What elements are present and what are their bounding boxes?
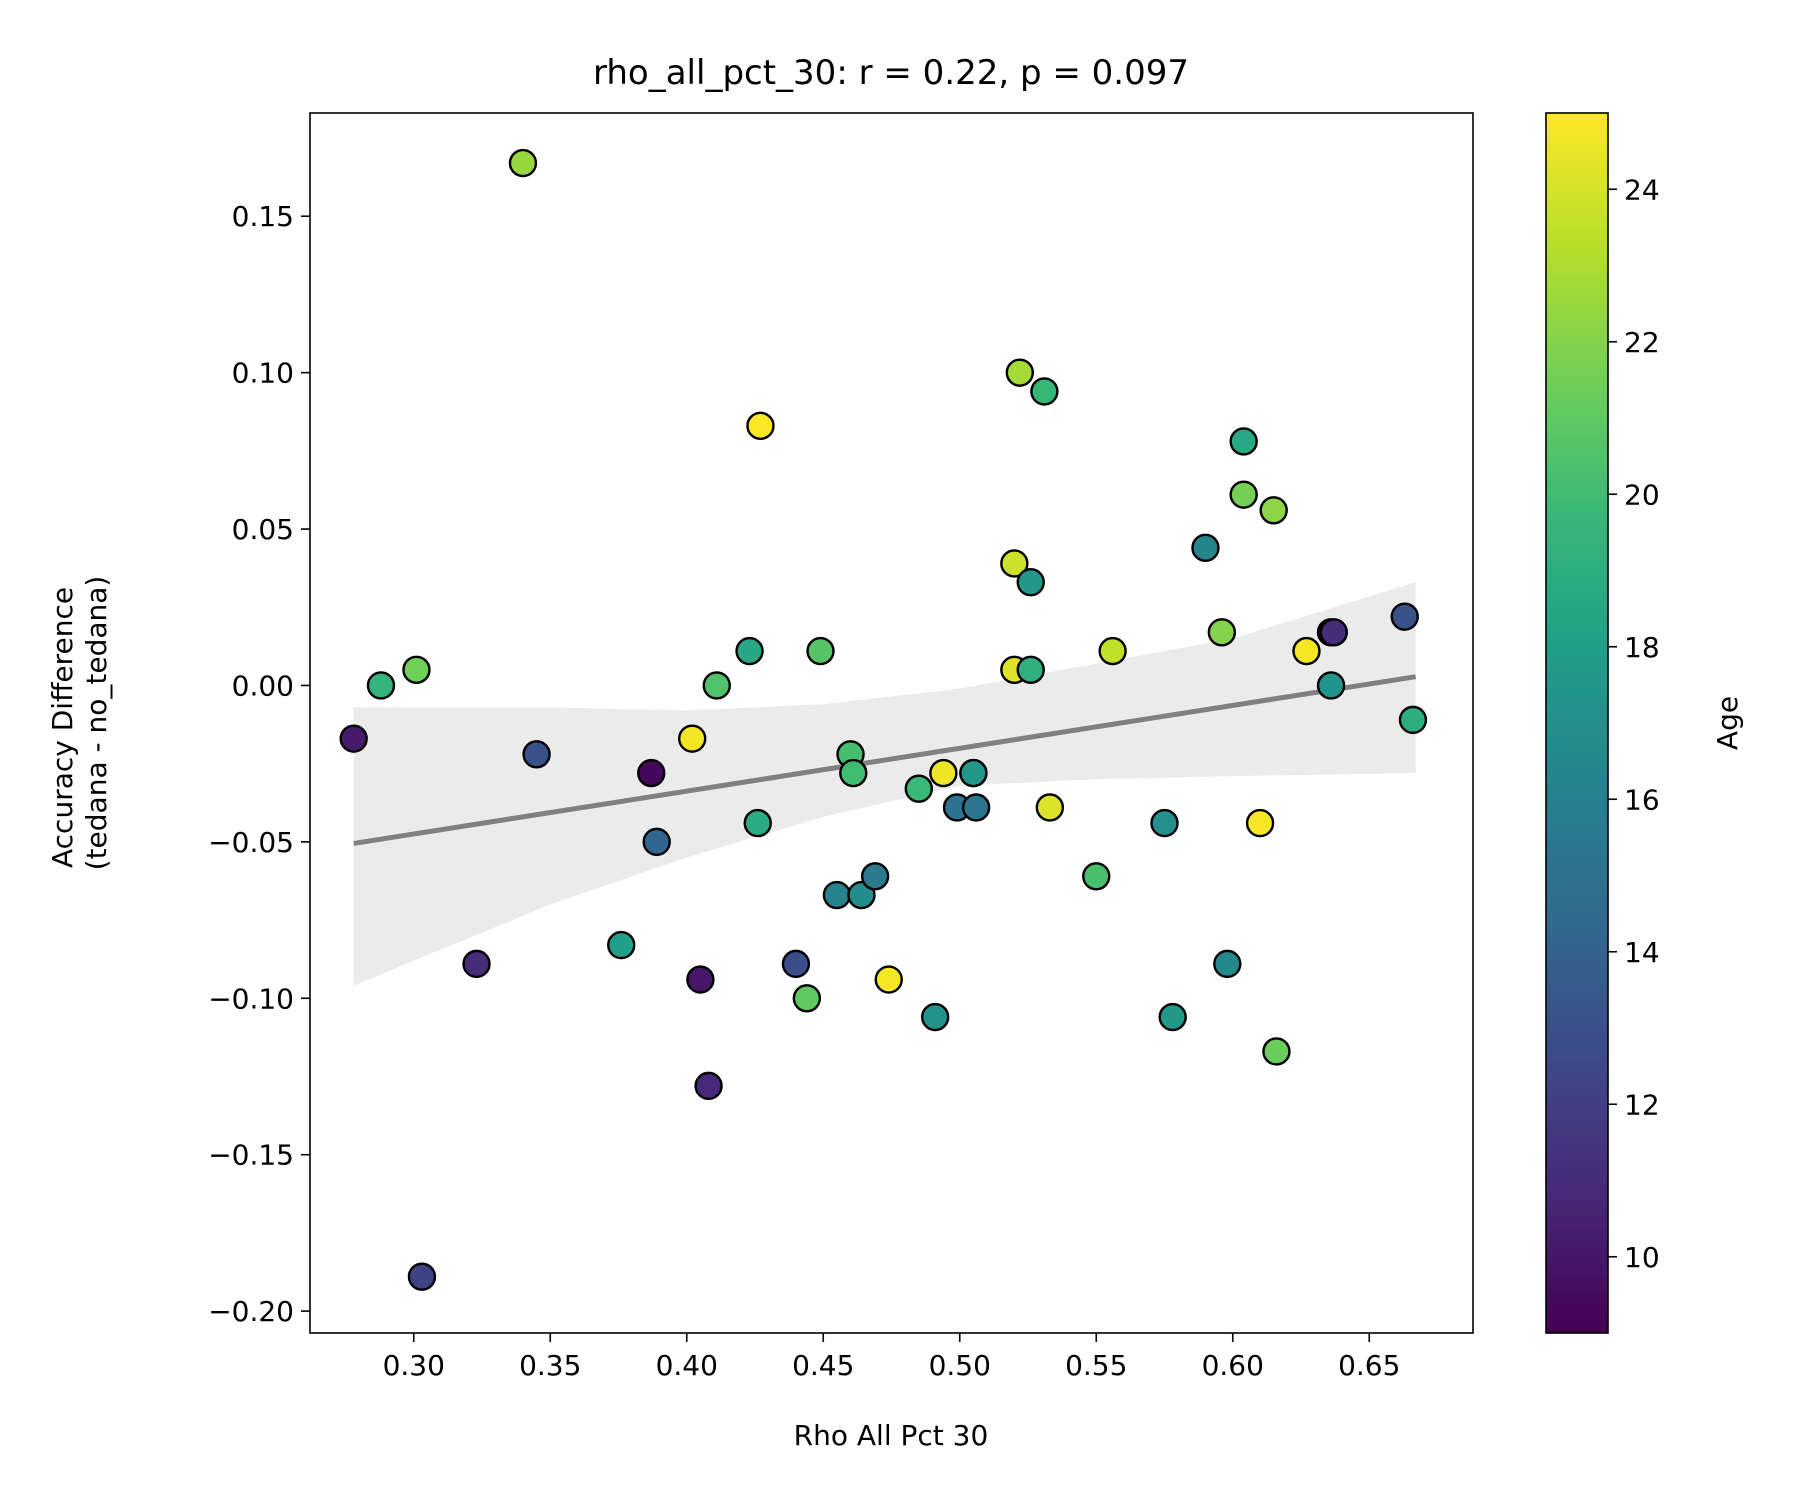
x-tick-label: 0.65 — [1338, 1349, 1400, 1382]
y-axis-label-line-1: Accuracy Difference — [46, 587, 79, 868]
x-axis: 0.30 0.35 0.40 0.45 0.50 0.55 0.60 0.65 — [383, 1333, 1400, 1382]
data-point — [1035, 793, 1065, 822]
data-point — [959, 758, 988, 788]
data-point — [746, 411, 775, 441]
data-point — [339, 724, 368, 753]
data-point — [904, 774, 934, 803]
data-point — [1292, 636, 1321, 666]
data-point — [702, 671, 731, 700]
data-point — [522, 740, 551, 769]
data-point — [1229, 427, 1258, 456]
colorbar-tick-label: 20 — [1624, 478, 1660, 511]
data-point — [781, 949, 811, 979]
y-tick-label: 0.10 — [232, 357, 294, 390]
data-point — [1319, 618, 1348, 647]
regression-line — [353, 674, 1417, 846]
data-point — [860, 862, 890, 891]
y-tick-label: −0.20 — [208, 1295, 294, 1328]
data-point — [1213, 949, 1242, 979]
chart-title: rho_all_pct_30: r = 0.22, p = 0.097 — [593, 53, 1189, 93]
y-axis: 0.15 0.10 0.05 0.00 −0.05 −0.10 −0.15 −0.20 — [208, 200, 310, 1328]
data-point — [407, 1262, 437, 1291]
data-point — [508, 148, 538, 178]
x-tick-label: 0.55 — [1065, 1349, 1127, 1382]
x-tick-label: 0.60 — [1202, 1349, 1264, 1382]
y-axis-label: Accuracy Difference (tedana - no_tedana) — [46, 576, 113, 871]
data-point — [1158, 1002, 1187, 1032]
x-tick-label: 0.35 — [519, 1349, 581, 1382]
y-tick-label: 0.15 — [232, 200, 294, 233]
data-point — [1005, 358, 1035, 387]
data-point — [839, 758, 868, 788]
y-axis-label-line-2: (tedana - no_tedana) — [80, 576, 113, 871]
colorbar-ticks: 10 12 14 16 18 20 22 24 — [1608, 173, 1660, 1274]
colorbar-tick-label: 12 — [1624, 1088, 1660, 1121]
data-point — [1245, 808, 1275, 838]
data-point — [1000, 549, 1029, 578]
data-point — [1207, 618, 1237, 647]
data-point — [402, 655, 431, 685]
data-point — [1398, 705, 1428, 735]
data-point — [1259, 496, 1288, 525]
data-point — [1150, 808, 1179, 838]
data-point — [735, 636, 764, 666]
colorbar-tick-label: 10 — [1624, 1241, 1660, 1274]
data-point — [678, 724, 707, 753]
points-layer — [339, 148, 1428, 1291]
data-point — [686, 965, 715, 994]
data-point — [743, 808, 772, 838]
colorbar-gradient — [1545, 112, 1609, 1334]
y-tick-label: −0.10 — [208, 982, 294, 1015]
data-point — [806, 636, 835, 666]
data-point — [847, 880, 876, 910]
x-tick-label: 0.50 — [929, 1349, 991, 1382]
data-point — [642, 827, 671, 857]
colorbar-tick-label: 22 — [1624, 326, 1660, 359]
data-point — [874, 965, 903, 994]
data-point — [462, 949, 491, 979]
data-point — [1098, 636, 1127, 666]
data-point — [929, 758, 958, 788]
plot-frame — [309, 112, 1474, 1334]
data-point — [1082, 862, 1111, 891]
data-point — [1030, 377, 1059, 406]
colorbar-tick-label: 16 — [1624, 783, 1660, 816]
y-tick-label: −0.15 — [208, 1139, 294, 1172]
colorbar-tick-label: 18 — [1624, 631, 1660, 664]
confidence-band — [353, 582, 1416, 986]
data-point — [366, 671, 396, 700]
data-point — [694, 1071, 723, 1101]
data-point — [792, 984, 822, 1013]
x-axis-label: Rho All Pct 30 — [794, 1419, 989, 1452]
colorbar-label: Age — [1711, 696, 1744, 750]
data-point — [637, 758, 666, 788]
data-point — [1262, 1037, 1291, 1066]
y-tick-label: 0.05 — [232, 513, 294, 546]
data-point — [1191, 533, 1220, 563]
x-tick-label: 0.30 — [383, 1349, 445, 1382]
data-point — [607, 930, 636, 960]
colorbar-tick-label: 24 — [1624, 173, 1660, 206]
data-point — [1316, 671, 1346, 700]
y-tick-label: 0.00 — [232, 669, 294, 702]
x-tick-label: 0.40 — [656, 1349, 718, 1382]
data-point — [1016, 655, 1045, 685]
data-point — [1016, 568, 1045, 597]
data-point — [822, 880, 852, 910]
plot-area — [309, 112, 1474, 1334]
x-tick-label: 0.45 — [792, 1349, 854, 1382]
y-tick-label: −0.05 — [208, 826, 294, 859]
colorbar: 10 12 14 16 18 20 22 24 Age — [1545, 112, 1744, 1334]
data-point — [920, 1002, 950, 1032]
data-point — [1390, 602, 1419, 631]
colorbar-tick-label: 14 — [1624, 936, 1660, 969]
data-point — [961, 793, 991, 822]
data-point — [1229, 480, 1258, 509]
